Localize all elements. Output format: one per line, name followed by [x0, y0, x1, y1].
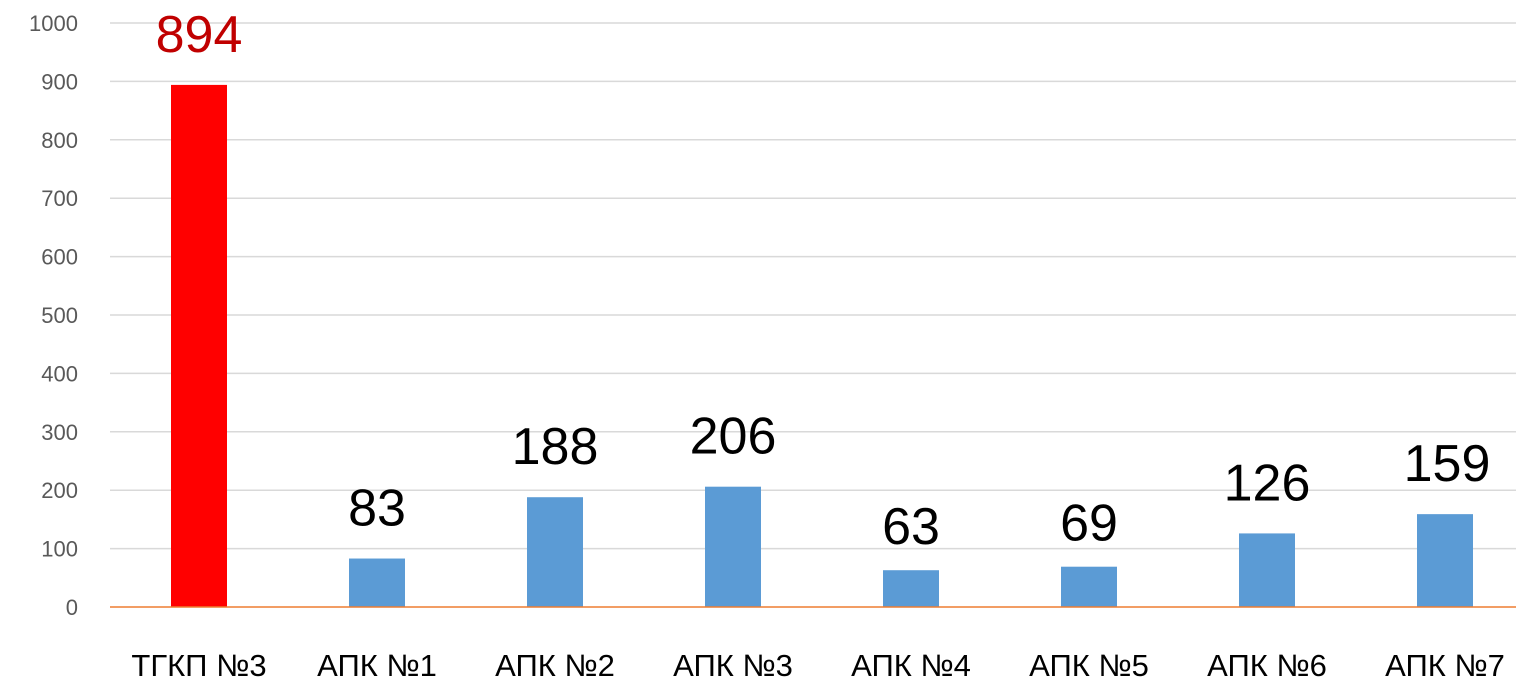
x-tick-label: АПК №5: [1029, 648, 1149, 683]
data-label: 894: [156, 6, 243, 64]
bar: [349, 558, 405, 607]
y-tick-label: 200: [41, 478, 78, 503]
x-tick-label: ТГКП №3: [131, 648, 266, 683]
y-tick-label: 900: [41, 69, 78, 94]
data-label: 69: [1060, 495, 1118, 553]
data-label: 159: [1404, 435, 1491, 493]
bar: [1239, 533, 1295, 607]
data-label: 188: [512, 418, 599, 476]
y-tick-label: 800: [41, 128, 78, 153]
y-tick-label: 1000: [29, 11, 78, 36]
x-tick-label: АПК №6: [1207, 648, 1327, 683]
bar: [1417, 514, 1473, 607]
x-tick-label: АПК №4: [851, 648, 971, 683]
data-label: 126: [1224, 454, 1311, 512]
x-tick-label: АПК №1: [317, 648, 437, 683]
bar: [527, 497, 583, 607]
bar: [705, 486, 761, 607]
x-tick-label: АПК №7: [1385, 648, 1505, 683]
y-tick-label: 500: [41, 303, 78, 328]
data-label: 83: [348, 480, 406, 538]
bar: [1061, 566, 1117, 607]
y-tick-label: 600: [41, 245, 78, 270]
y-tick-label: 300: [41, 420, 78, 445]
bar: [171, 84, 227, 608]
data-label: 206: [690, 408, 777, 466]
x-tick-label: АПК №3: [673, 648, 793, 683]
y-tick-label: 700: [41, 186, 78, 211]
y-tick-label: 400: [41, 361, 78, 386]
data-label: 63: [882, 498, 940, 556]
y-tick-label: 0: [66, 595, 78, 620]
y-tick-label: 100: [41, 537, 78, 562]
bar: [883, 570, 939, 607]
x-tick-label: АПК №2: [495, 648, 615, 683]
